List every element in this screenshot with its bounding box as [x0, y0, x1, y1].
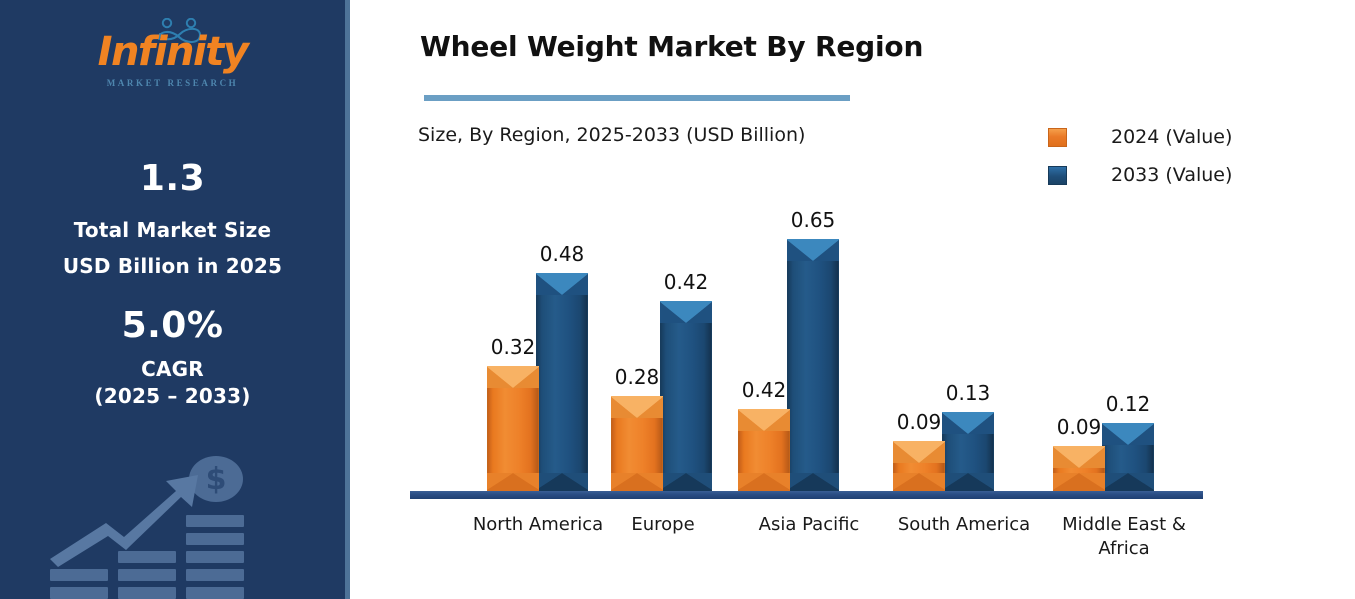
title-underline-rule	[424, 95, 850, 101]
bar-bottom-bevel	[738, 473, 790, 491]
x-axis-category-label-2: Asia Pacific	[758, 514, 860, 535]
x-axis-baseline	[410, 491, 1203, 499]
total-market-size-value: 1.3	[139, 158, 206, 199]
chart-legend: 2024 (Value) 2033 (Value)	[1048, 118, 1278, 194]
value-label-2024-0: 0.32	[490, 335, 536, 359]
bar-top-bevel	[893, 441, 945, 463]
bar-bottom-bevel	[1053, 473, 1105, 491]
bar-2024-2[interactable]	[738, 409, 790, 491]
x-axis-category-label-4: Middle East & Africa	[1062, 514, 1186, 559]
value-label-2033-0: 0.48	[539, 242, 585, 266]
bar-bottom-bevel	[942, 473, 994, 491]
growth-arrow-with-coin-stacks-icon: $	[48, 451, 300, 599]
legend-item-2024[interactable]: 2024 (Value)	[1048, 118, 1278, 156]
brand-logo[interactable]: Infinity MARKET RESEARCH	[0, 17, 345, 100]
bar-bottom-bevel	[611, 473, 663, 491]
value-label-2024-4: 0.09	[1056, 415, 1102, 439]
bar-top-bevel	[660, 301, 712, 323]
bar-2024-1[interactable]	[611, 396, 663, 491]
bar-top-bevel	[1102, 423, 1154, 445]
legend-swatch-2024-icon	[1048, 127, 1067, 147]
sidebar-edge-accent	[345, 0, 350, 599]
bar-top-bevel	[1053, 446, 1105, 468]
cagr-label-line1: CAGR	[141, 357, 204, 381]
bar-top-bevel	[536, 273, 588, 295]
legend-swatch-2033-icon	[1048, 165, 1067, 185]
bar-2024-4[interactable]	[1053, 446, 1105, 491]
total-market-size-label-line1: Total Market Size	[73, 218, 272, 242]
value-label-2033-2: 0.65	[790, 208, 836, 232]
bar-top-bevel	[942, 412, 994, 434]
legend-label-2033: 2033 (Value)	[1111, 164, 1233, 186]
plot-area	[410, 180, 1270, 510]
legend-label-2024: 2024 (Value)	[1111, 126, 1233, 148]
bar-bottom-bevel	[1102, 473, 1154, 491]
cagr-label-line2: (2025 – 2033)	[94, 384, 251, 408]
chart-title: Wheel Weight Market By Region	[420, 30, 924, 63]
chart-subtitle: Size, By Region, 2025-2033 (USD Billion)	[418, 124, 806, 146]
bar-2024-3[interactable]	[893, 441, 945, 491]
bar-2033-3[interactable]	[942, 412, 994, 491]
total-market-size-label-line2: USD Billion in 2025	[62, 254, 283, 278]
x-axis-category-label-0: North America	[472, 514, 604, 535]
sidebar: Infinity MARKET RESEARCH 1.3 Total Marke…	[0, 0, 345, 599]
bar-bottom-bevel	[893, 473, 945, 491]
bar-body	[660, 301, 712, 491]
bar-2024-0[interactable]	[487, 366, 539, 491]
value-label-2024-2: 0.42	[741, 378, 787, 402]
bar-top-bevel	[487, 366, 539, 388]
infinity-loop-icon	[155, 17, 207, 46]
bar-body	[787, 239, 839, 491]
value-label-2033-4: 0.12	[1105, 392, 1151, 416]
bar-top-bevel	[787, 239, 839, 261]
bar-body	[536, 273, 588, 491]
bar-bottom-bevel	[487, 473, 539, 491]
bar-2033-4[interactable]	[1102, 423, 1154, 491]
logo-wordmark: Infinity	[97, 29, 249, 75]
value-label-2033-3: 0.13	[945, 381, 991, 405]
logo-tagline: MARKET RESEARCH	[106, 78, 239, 88]
value-label-2024-1: 0.28	[614, 365, 660, 389]
bar-2033-2[interactable]	[787, 239, 839, 491]
value-label-2024-3: 0.09	[896, 410, 942, 434]
legend-item-2033[interactable]: 2033 (Value)	[1048, 156, 1278, 194]
bar-bottom-bevel	[660, 473, 712, 491]
x-axis-category-label-3: South America	[897, 514, 1031, 535]
svg-text:$: $	[206, 462, 227, 497]
value-label-2033-1: 0.42	[663, 270, 709, 294]
bar-bottom-bevel	[787, 473, 839, 491]
x-axis-category-label-1: Europe	[631, 514, 695, 535]
chart-panel: Wheel Weight Market By Region Size, By R…	[350, 0, 1355, 599]
bar-top-bevel	[611, 396, 663, 418]
bar-top-bevel	[738, 409, 790, 431]
cagr-value: 5.0%	[121, 305, 224, 346]
bar-2033-1[interactable]	[660, 301, 712, 491]
bar-2033-0[interactable]	[536, 273, 588, 491]
bar-bottom-bevel	[536, 473, 588, 491]
